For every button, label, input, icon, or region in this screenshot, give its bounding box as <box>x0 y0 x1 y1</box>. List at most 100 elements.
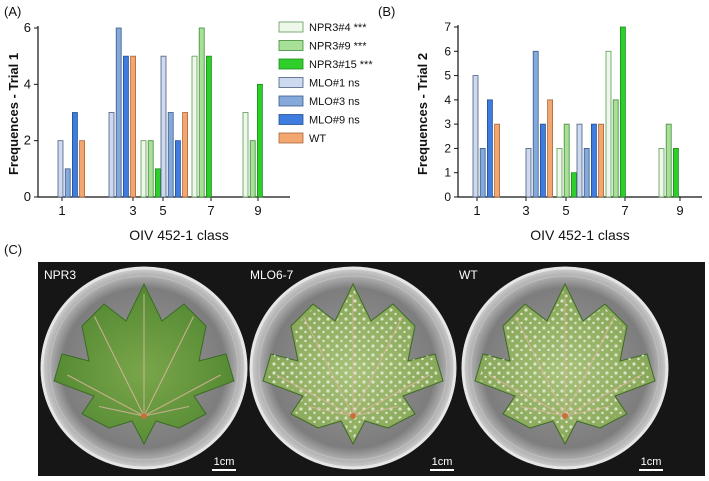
petri-dish-rim-wt <box>470 275 660 461</box>
chart-a-ylabel: Frequences - Trial 1 <box>6 53 21 175</box>
panel-label-c: (C) <box>4 242 22 257</box>
bar-mlo-3-class-5 <box>167 112 174 198</box>
x-tick-label: 3 <box>129 203 136 218</box>
bar-mlo-9-class-5 <box>591 123 597 198</box>
bar-mlo-3-class-3 <box>115 27 122 198</box>
legend-swatch <box>278 40 304 51</box>
leaf-vein-mlo <box>352 316 403 417</box>
bar-npr3-9-class-9 <box>249 140 256 198</box>
legend-label: MLO#9 ns <box>309 115 360 127</box>
x-tick-label: 7 <box>621 203 628 218</box>
leaf-vein-mlo <box>352 405 399 417</box>
leaf-vein-wt <box>564 405 611 417</box>
bar-mlo-9-class-3 <box>540 123 546 198</box>
legend-swatch <box>278 132 304 144</box>
bar-npr3-4-class-7 <box>191 55 198 198</box>
leaf-vein-mlo <box>276 374 354 417</box>
leaf-vein-npr3 <box>143 316 194 417</box>
bar-mlo-9-class-1 <box>72 112 78 198</box>
bar-npr3-15-class-9 <box>256 83 263 198</box>
leaf-vein-npr3 <box>143 405 190 417</box>
leaf-vein-npr3 <box>98 405 145 417</box>
petiole-mlo <box>350 413 356 419</box>
leaf-vein-mlo <box>352 374 430 417</box>
leaf-vein-wt <box>519 405 566 417</box>
bar-npr3-15-class-7 <box>205 55 212 198</box>
scale-line-1 <box>212 469 236 471</box>
legend-swatch <box>278 21 304 33</box>
bar-npr3-9-class-7 <box>198 27 205 198</box>
bar-npr3-15-class-7 <box>620 26 626 198</box>
x-tick-label: 3 <box>522 203 529 218</box>
photo-label-mlo: MLO6-7 <box>250 268 294 282</box>
petri-dish-rim-mlo <box>258 275 448 461</box>
y-tick-label: 2 <box>444 141 451 155</box>
bar-npr3-9-class-7 <box>612 99 619 198</box>
chart-a-xlabel: OIV 452-1 class <box>129 227 229 243</box>
petiole-wt <box>562 413 568 419</box>
leaf-vein-npr3 <box>143 374 221 417</box>
y-tick-label: 4 <box>444 93 451 107</box>
legend-label: NPR3#9 *** <box>309 41 367 53</box>
bar-mlo-3-class-3 <box>532 50 539 198</box>
bar-wt-class-5 <box>182 112 189 198</box>
bar-npr3-15-class-5 <box>571 172 577 198</box>
leaf-vein-npr3 <box>94 316 145 417</box>
figure-canvas: (A) (B) (C) Frequences - Trial 1 OIV 452… <box>4 4 702 257</box>
bar-mlo-1-class-5 <box>160 55 167 198</box>
petri-dish-rim-npr3 <box>49 275 239 461</box>
legend-label: MLO#1 ns <box>309 78 360 90</box>
x-tick-label: 1 <box>473 203 480 218</box>
bar-npr3-15-class-5 <box>154 168 161 198</box>
y-tick-label: 1 <box>444 166 451 180</box>
leaf-vein-wt <box>515 316 566 417</box>
chart-b: Frequences - Trial 2 OIV 452-1 class 0 1 2… <box>415 20 702 243</box>
bar-npr3-4-class-5 <box>140 140 147 198</box>
legend-swatch <box>278 58 304 70</box>
leaf-vein-wt <box>564 374 642 417</box>
legend-label: MLO#3 ns <box>309 96 360 108</box>
chart-b-xlabel: OIV 452-1 class <box>530 227 630 243</box>
bar-mlo-9-class-3 <box>123 55 129 198</box>
y-tick-label: 6 <box>444 44 451 58</box>
y-tick-label: 7 <box>444 20 451 34</box>
leaf-photo-canvas <box>40 266 669 470</box>
petiole-npr3 <box>141 413 147 419</box>
bar-mlo-1-class-3 <box>108 112 115 198</box>
bar-wt-class-3 <box>130 55 137 198</box>
panel-label-a: (A) <box>4 4 21 19</box>
photo-label-wt: WT <box>459 268 478 282</box>
bar-npr3-4-class-5 <box>556 148 563 198</box>
bar-npr3-9-class-5 <box>563 123 570 198</box>
y-tick-label: 5 <box>444 69 451 83</box>
leaf-vein-npr3 <box>67 374 145 417</box>
x-tick-label: 1 <box>58 203 65 218</box>
y-tick-label: 0 <box>24 189 31 204</box>
chart-b-ylabel: Frequences - Trial 2 <box>415 53 430 175</box>
bar-wt-class-3 <box>547 99 553 198</box>
scale-bar-3: 1cm <box>639 456 663 471</box>
bar-mlo-9-class-5 <box>174 140 181 198</box>
y-tick-label: 6 <box>24 20 31 35</box>
bar-mlo-9-class-1 <box>486 99 493 198</box>
x-tick-label: 7 <box>207 203 214 218</box>
legend-label: NPR3#4 *** <box>309 22 367 34</box>
legend-label: NPR3#15 *** <box>309 59 373 71</box>
leaf-photos: NPR3 MLO6-7 WT 1cm 1cm 1cm <box>38 262 705 476</box>
legend-swatch <box>278 95 304 107</box>
y-tick-label: 4 <box>24 76 31 91</box>
legend-swatch <box>278 77 304 88</box>
bar-wt-class-5 <box>598 123 604 198</box>
x-tick-label: 9 <box>254 203 261 218</box>
leaf-vein-mlo <box>303 316 354 417</box>
legend-label: WT <box>309 133 326 145</box>
bar-npr3-9-class-5 <box>147 140 154 198</box>
x-tick-label: 9 <box>676 203 683 218</box>
bar-mlo-1-class-3 <box>525 148 532 198</box>
bar-npr3-4-class-9 <box>658 148 665 198</box>
scale-label-3: 1cm <box>640 456 662 468</box>
bar-mlo-3-class-5 <box>583 148 590 198</box>
bar-npr3-4-class-7 <box>605 50 612 198</box>
leaf-vein-mlo <box>307 405 354 417</box>
scale-bar-2: 1cm <box>430 456 454 471</box>
